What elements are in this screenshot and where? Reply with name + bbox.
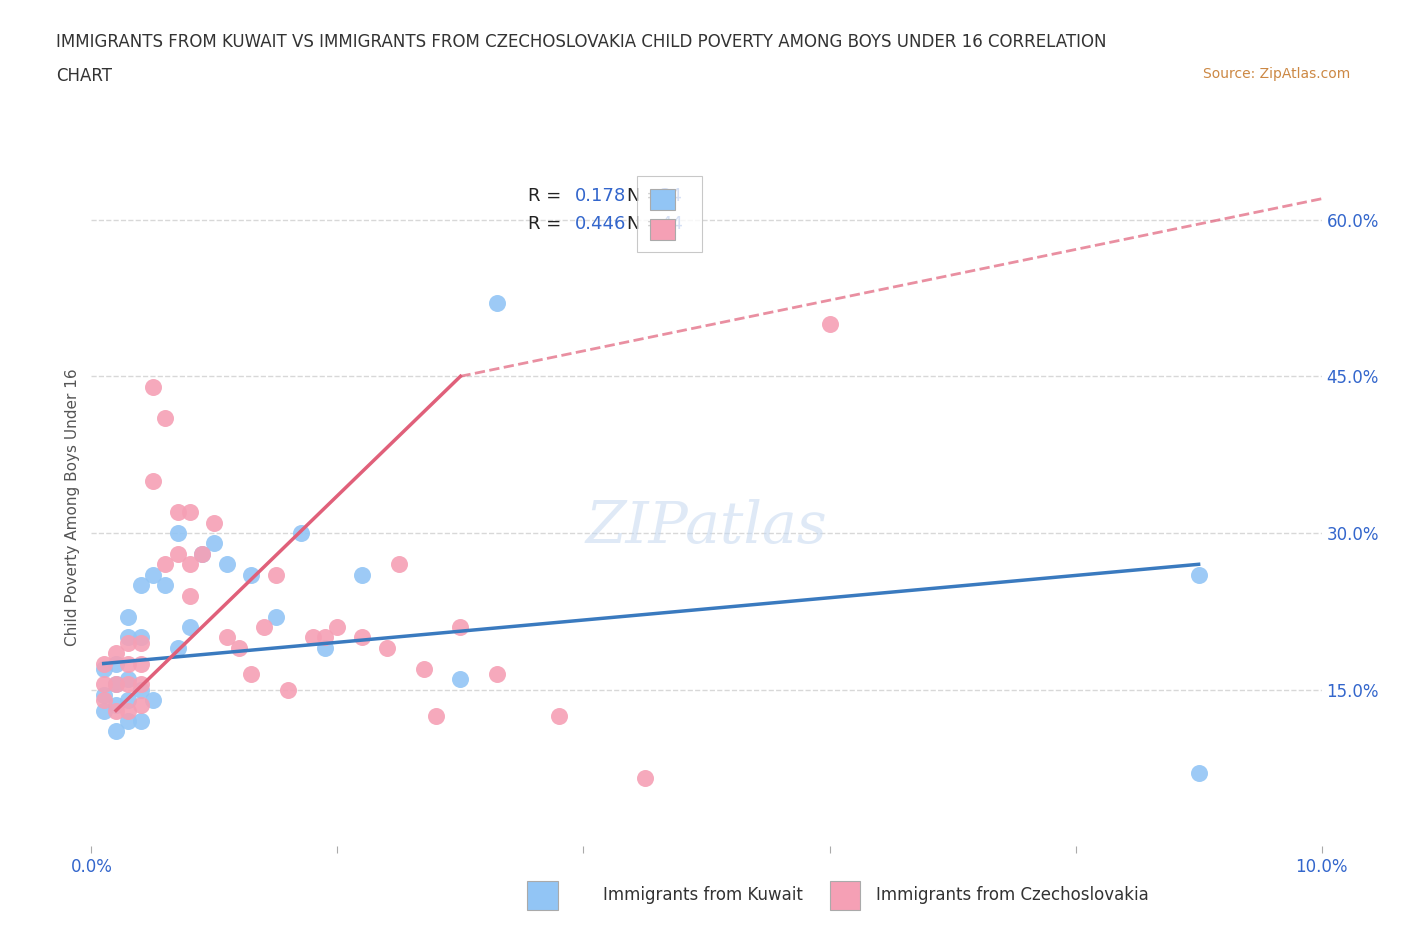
Text: Immigrants from Czechoslovakia: Immigrants from Czechoslovakia [876, 886, 1149, 904]
Point [129, 683, 152, 698]
Point [93, 677, 115, 692]
Point [253, 619, 276, 634]
Point [388, 557, 411, 572]
Point [449, 671, 471, 686]
Point [117, 671, 139, 686]
Point [449, 619, 471, 634]
Point [129, 656, 152, 671]
Point [350, 567, 373, 582]
Point [117, 609, 139, 624]
Point [240, 667, 263, 682]
Text: 44: 44 [659, 216, 683, 233]
Point [93, 703, 115, 718]
Point [326, 619, 349, 634]
Text: 34: 34 [659, 187, 683, 205]
Text: 0.178: 0.178 [575, 187, 626, 205]
Point [93, 661, 115, 676]
Point [179, 588, 201, 603]
Text: CHART: CHART [56, 67, 112, 85]
Point [117, 703, 139, 718]
Point [105, 698, 127, 712]
Point [105, 677, 127, 692]
Point [117, 656, 139, 671]
Point [818, 316, 841, 331]
Point [264, 567, 287, 582]
Point [264, 609, 287, 624]
Text: N =: N = [627, 216, 666, 233]
Point [93, 687, 115, 702]
Point [202, 536, 225, 551]
Point [117, 677, 139, 692]
Point [191, 547, 214, 562]
Point [179, 557, 201, 572]
Point [547, 709, 569, 724]
Point [129, 578, 152, 592]
Text: R =: R = [529, 216, 567, 233]
Text: IMMIGRANTS FROM KUWAIT VS IMMIGRANTS FROM CZECHOSLOVAKIA CHILD POVERTY AMONG BOY: IMMIGRANTS FROM KUWAIT VS IMMIGRANTS FRO… [56, 33, 1107, 50]
Legend: , : , [637, 177, 702, 252]
Point [153, 578, 177, 592]
Point [166, 525, 188, 540]
Point [314, 641, 336, 656]
Text: Immigrants from Kuwait: Immigrants from Kuwait [603, 886, 803, 904]
Point [314, 630, 336, 644]
Point [93, 693, 115, 708]
FancyBboxPatch shape [527, 881, 558, 910]
Point [350, 630, 373, 644]
Point [105, 703, 127, 718]
Text: R =: R = [529, 187, 567, 205]
Text: N =: N = [627, 187, 666, 205]
Point [105, 656, 127, 671]
Point [290, 525, 312, 540]
Point [117, 693, 139, 708]
Point [166, 547, 188, 562]
Point [634, 771, 657, 786]
Point [93, 656, 115, 671]
Point [142, 379, 165, 394]
Point [277, 683, 299, 698]
Point [486, 296, 509, 311]
Point [129, 677, 152, 692]
Point [153, 411, 177, 426]
Point [228, 641, 250, 656]
Point [179, 505, 201, 520]
Point [301, 630, 323, 644]
Point [117, 713, 139, 728]
Point [142, 473, 165, 488]
Point [105, 645, 127, 660]
Point [375, 641, 398, 656]
Point [129, 635, 152, 650]
Y-axis label: Child Poverty Among Boys Under 16: Child Poverty Among Boys Under 16 [65, 368, 80, 645]
Point [129, 698, 152, 712]
Point [105, 677, 127, 692]
Point [105, 724, 127, 738]
FancyBboxPatch shape [830, 881, 860, 910]
Point [425, 709, 447, 724]
Point [202, 515, 225, 530]
Point [412, 661, 434, 676]
Point [142, 567, 165, 582]
Point [1187, 765, 1209, 780]
Point [153, 557, 177, 572]
Point [215, 630, 238, 644]
Point [191, 547, 214, 562]
Point [215, 557, 238, 572]
Point [117, 630, 139, 644]
Point [1187, 567, 1209, 582]
Point [129, 630, 152, 644]
Point [166, 641, 188, 656]
Point [486, 667, 509, 682]
Text: 0.446: 0.446 [575, 216, 626, 233]
Text: Source: ZipAtlas.com: Source: ZipAtlas.com [1202, 67, 1350, 81]
Point [142, 693, 165, 708]
Text: ZIPatlas: ZIPatlas [586, 499, 827, 555]
Point [129, 713, 152, 728]
Point [240, 567, 263, 582]
Point [166, 505, 188, 520]
Point [117, 635, 139, 650]
Point [179, 619, 201, 634]
